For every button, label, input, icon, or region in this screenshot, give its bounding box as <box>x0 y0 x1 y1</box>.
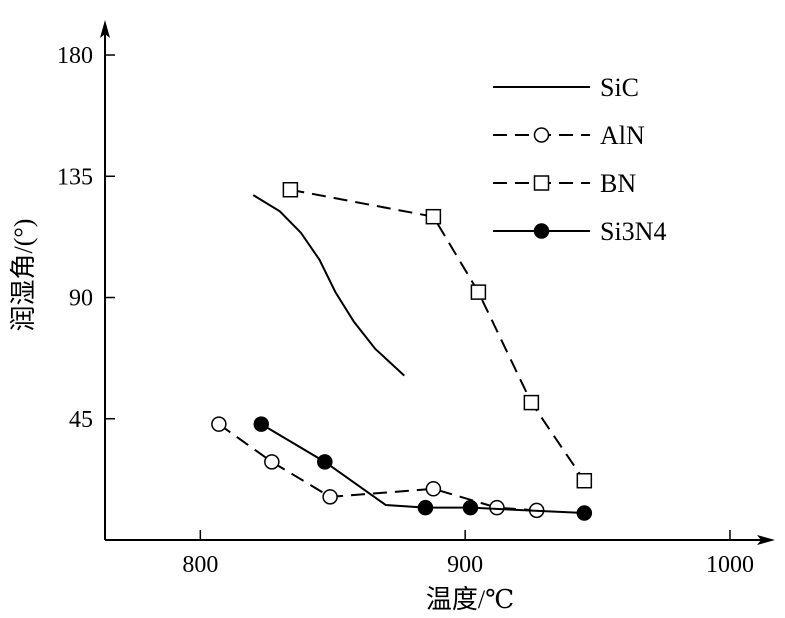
x-axis-label: 温度/℃ <box>426 585 514 614</box>
legend: SiC AlN BN Si3N4 <box>493 73 666 246</box>
si3n4-line <box>260 423 585 515</box>
x-tick-label: 900 <box>447 552 483 578</box>
y-tick-label: 45 <box>69 407 93 433</box>
legend-label: Si3N4 <box>600 217 666 246</box>
legend-swatch-marker <box>533 223 550 239</box>
sic-line <box>252 194 405 377</box>
legend-label: AlN <box>600 121 645 150</box>
series-si3n4 <box>253 416 593 521</box>
y-tick-label: 90 <box>69 286 93 312</box>
x-axis-arrow <box>757 535 775 545</box>
y-axis-arrow <box>100 20 110 38</box>
si3n4-point <box>417 499 434 516</box>
legend-item-si3n4: Si3N4 <box>493 217 666 246</box>
series-layer <box>211 181 593 521</box>
series-sic <box>252 194 405 377</box>
si3n4-point <box>317 454 333 470</box>
si3n4-point <box>576 505 593 521</box>
x-tick-label: 1000 <box>706 552 754 578</box>
bn-point <box>282 181 299 198</box>
si3n4-point <box>253 416 269 432</box>
bn-point <box>576 472 593 489</box>
aln-point <box>322 489 338 505</box>
legend-swatch-marker <box>533 175 550 191</box>
x-tick-label: 800 <box>182 552 218 578</box>
legend-swatch-marker <box>533 127 550 143</box>
legend-label: BN <box>600 169 636 198</box>
axes: 800 900 1000 45 90 135 180 <box>57 20 775 578</box>
legend-label: SiC <box>600 73 639 102</box>
si3n4-point <box>462 499 479 516</box>
aln-point <box>425 481 442 497</box>
legend-item-bn: BN <box>493 169 636 198</box>
legend-item-aln: AlN <box>493 121 645 150</box>
aln-point <box>489 499 505 516</box>
series-aln <box>211 416 545 519</box>
y-tick-label: 180 <box>57 43 93 69</box>
legend-item-sic: SiC <box>493 73 639 102</box>
bn-point <box>425 208 442 225</box>
series-bn <box>282 181 593 489</box>
y-tick-label: 135 <box>57 164 93 190</box>
bn-point <box>470 284 487 300</box>
y-axis-label: 润湿角/(°) <box>9 219 38 332</box>
aln-point <box>264 454 280 470</box>
aln-point <box>211 416 227 432</box>
bn-point <box>523 394 540 411</box>
